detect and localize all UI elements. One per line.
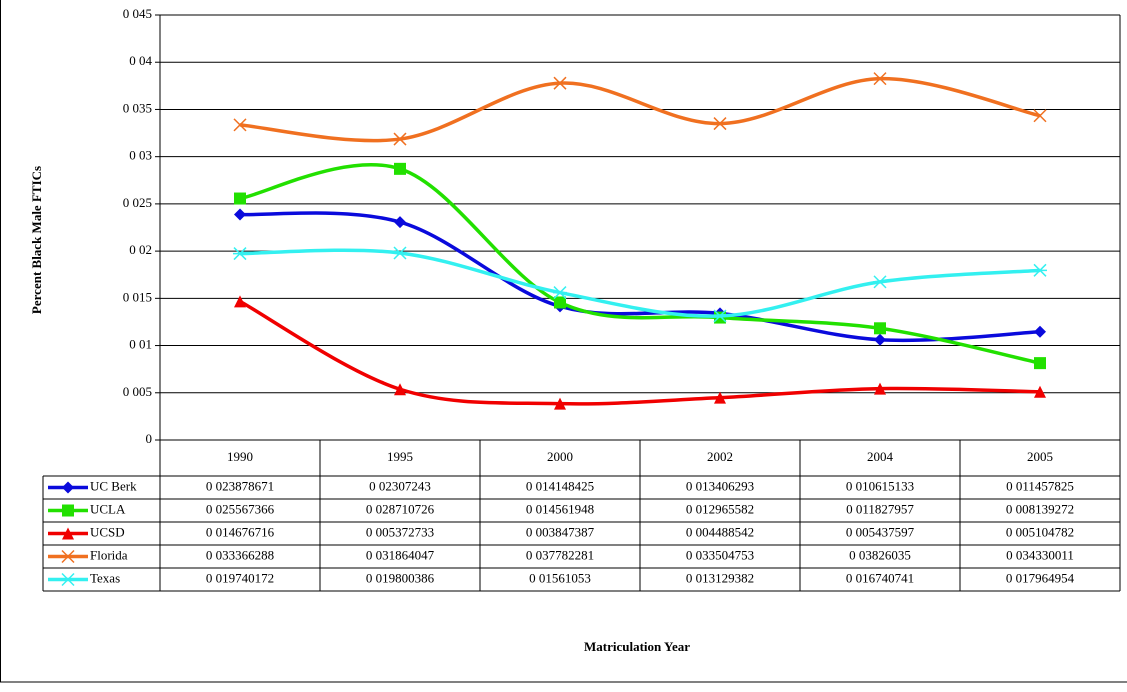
line bbox=[239, 248, 1041, 318]
marker bbox=[1034, 357, 1046, 370]
x-tick-label: 1995 bbox=[387, 449, 413, 464]
table-value: 0 017964954 bbox=[1006, 570, 1075, 585]
marker bbox=[1033, 263, 1047, 277]
legend-label: UCLA bbox=[90, 501, 126, 516]
legend-label: UCSD bbox=[90, 524, 125, 539]
marker bbox=[553, 286, 567, 300]
x-tick-label: 2004 bbox=[867, 449, 894, 464]
table-value: 0 023878671 bbox=[206, 478, 274, 493]
x-tick-label: 2000 bbox=[547, 449, 573, 464]
table-value: 0 011827957 bbox=[846, 501, 914, 516]
marker bbox=[62, 527, 74, 540]
marker bbox=[1033, 109, 1047, 123]
marker bbox=[874, 333, 886, 346]
table-value: 0 025567366 bbox=[206, 501, 275, 516]
line bbox=[239, 299, 1041, 406]
x-axis-label: Matriculation Year bbox=[584, 639, 690, 654]
marker bbox=[1034, 385, 1046, 398]
x-tick-label: 1990 bbox=[227, 449, 253, 464]
table-value: 0 012965582 bbox=[686, 501, 754, 516]
table-value: 0 019800386 bbox=[366, 570, 435, 585]
table-value: 0 037782281 bbox=[526, 547, 594, 562]
y-tick-label: 0 03 bbox=[129, 148, 152, 163]
y-tick-label: 0 045 bbox=[123, 6, 152, 21]
table-value: 0 014676716 bbox=[206, 524, 275, 539]
table-value: 0 014561948 bbox=[526, 501, 594, 516]
table-value: 0 014148425 bbox=[526, 478, 594, 493]
table-value: 0 033504753 bbox=[686, 547, 754, 562]
y-tick-label: 0 025 bbox=[123, 195, 152, 210]
table-value: 0 013129382 bbox=[686, 570, 754, 585]
table-value: 0 011457825 bbox=[1006, 478, 1074, 493]
line bbox=[239, 163, 1041, 365]
legend-label: UC Berk bbox=[90, 478, 137, 493]
line bbox=[239, 76, 1041, 143]
marker bbox=[873, 275, 887, 289]
marker bbox=[713, 117, 727, 131]
table-value: 0 028710726 bbox=[366, 501, 435, 516]
marker bbox=[233, 247, 247, 261]
table-value: 0 034330011 bbox=[1006, 547, 1074, 562]
marker bbox=[394, 216, 406, 229]
legend-label: Texas bbox=[90, 570, 120, 585]
y-axis-label: Percent Black Male FTICs bbox=[29, 166, 44, 314]
table-value: 0 013406293 bbox=[686, 478, 754, 493]
table-value: 0 016740741 bbox=[846, 570, 914, 585]
marker bbox=[713, 309, 727, 323]
table-value: 0 003847387 bbox=[526, 524, 595, 539]
line bbox=[239, 211, 1041, 343]
y-tick-label: 0 bbox=[146, 431, 153, 446]
y-tick-label: 0 02 bbox=[129, 242, 152, 257]
marker bbox=[234, 295, 246, 308]
marker bbox=[233, 118, 247, 132]
marker bbox=[61, 572, 75, 587]
table-value: 0 004488542 bbox=[686, 524, 754, 539]
marker bbox=[394, 162, 406, 175]
x-tick-label: 2005 bbox=[1027, 449, 1053, 464]
table-value: 0 005104782 bbox=[1006, 524, 1074, 539]
y-tick-label: 0 04 bbox=[129, 53, 152, 68]
table-value: 0 005372733 bbox=[366, 524, 434, 539]
marker bbox=[62, 504, 74, 517]
table-value: 0 03826035 bbox=[849, 547, 911, 562]
marker bbox=[394, 383, 406, 396]
y-tick-label: 0 01 bbox=[129, 337, 152, 352]
table-value: 0 019740172 bbox=[206, 570, 274, 585]
y-tick-label: 0 035 bbox=[123, 100, 152, 115]
marker bbox=[1034, 325, 1046, 338]
table-value: 0 033366288 bbox=[206, 547, 274, 562]
y-tick-label: 0 015 bbox=[123, 289, 152, 304]
marker bbox=[873, 72, 887, 86]
marker bbox=[554, 296, 566, 309]
legend-label: Florida bbox=[90, 547, 128, 562]
table-value: 0 031864047 bbox=[366, 547, 435, 562]
marker bbox=[393, 246, 407, 260]
marker bbox=[874, 322, 886, 335]
table-value: 0 010615133 bbox=[846, 478, 914, 493]
marker bbox=[234, 192, 246, 205]
y-tick-label: 0 005 bbox=[123, 384, 152, 399]
marker bbox=[62, 481, 74, 494]
marker bbox=[61, 549, 75, 564]
table-value: 0 01561053 bbox=[529, 570, 591, 585]
marker bbox=[554, 397, 566, 410]
marker bbox=[553, 76, 567, 90]
table-value: 0 02307243 bbox=[369, 478, 431, 493]
marker bbox=[234, 208, 246, 221]
marker bbox=[393, 132, 407, 146]
table-value: 0 008139272 bbox=[1006, 501, 1074, 516]
x-tick-label: 2002 bbox=[707, 449, 733, 464]
table-value: 0 005437597 bbox=[846, 524, 915, 539]
marker bbox=[874, 382, 886, 395]
marker bbox=[714, 391, 726, 404]
